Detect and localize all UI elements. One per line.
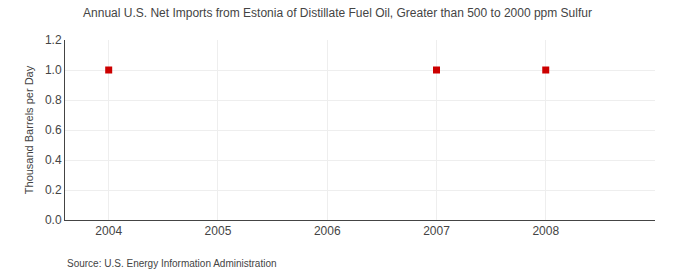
svg-text:2008: 2008: [532, 224, 559, 238]
svg-text:2005: 2005: [205, 224, 232, 238]
svg-text:0.2: 0.2: [45, 183, 62, 197]
svg-text:0.0: 0.0: [45, 213, 62, 227]
svg-text:2007: 2007: [423, 224, 450, 238]
svg-text:Annual U.S. Net Imports from E: Annual U.S. Net Imports from Estonia of …: [83, 6, 592, 20]
svg-text:0.6: 0.6: [45, 123, 62, 137]
svg-text:2006: 2006: [314, 224, 341, 238]
svg-text:0.4: 0.4: [45, 153, 62, 167]
svg-text:2004: 2004: [95, 224, 122, 238]
svg-text:Source: U.S. Energy Informatio: Source: U.S. Energy Information Administ…: [67, 258, 277, 269]
svg-text:Thousand Barrels per Day: Thousand Barrels per Day: [23, 65, 35, 194]
svg-text:1.0: 1.0: [45, 63, 62, 77]
svg-text:1.2: 1.2: [45, 33, 62, 47]
svg-text:0.8: 0.8: [45, 93, 62, 107]
